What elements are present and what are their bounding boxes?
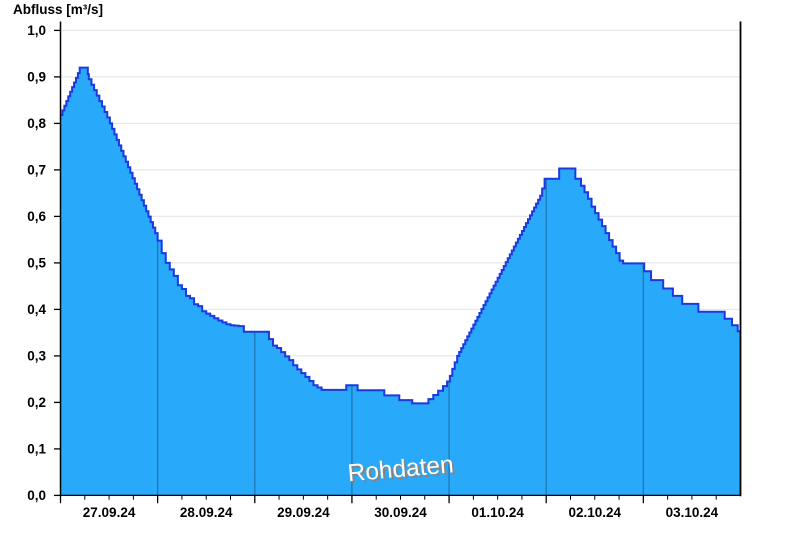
svg-text:0,6: 0,6 [27,209,46,224]
svg-text:0,5: 0,5 [27,256,46,271]
svg-text:01.10.24: 01.10.24 [471,505,524,520]
svg-text:0,1: 0,1 [27,442,46,457]
svg-text:Abfluss [m³/s]: Abfluss [m³/s] [13,2,103,17]
svg-text:1,0: 1,0 [27,23,46,38]
svg-text:03.10.24: 03.10.24 [666,505,719,520]
svg-text:27.09.24: 27.09.24 [83,505,136,520]
svg-text:0,0: 0,0 [27,488,46,503]
svg-text:29.09.24: 29.09.24 [277,505,330,520]
svg-text:0,8: 0,8 [27,116,46,131]
svg-text:0,4: 0,4 [27,302,46,317]
svg-text:0,7: 0,7 [27,163,46,178]
svg-text:0,2: 0,2 [27,395,46,410]
svg-text:30.09.24: 30.09.24 [374,505,427,520]
svg-text:28.09.24: 28.09.24 [180,505,233,520]
svg-text:02.10.24: 02.10.24 [569,505,622,520]
svg-text:0,9: 0,9 [27,70,46,85]
svg-text:0,3: 0,3 [27,349,46,364]
